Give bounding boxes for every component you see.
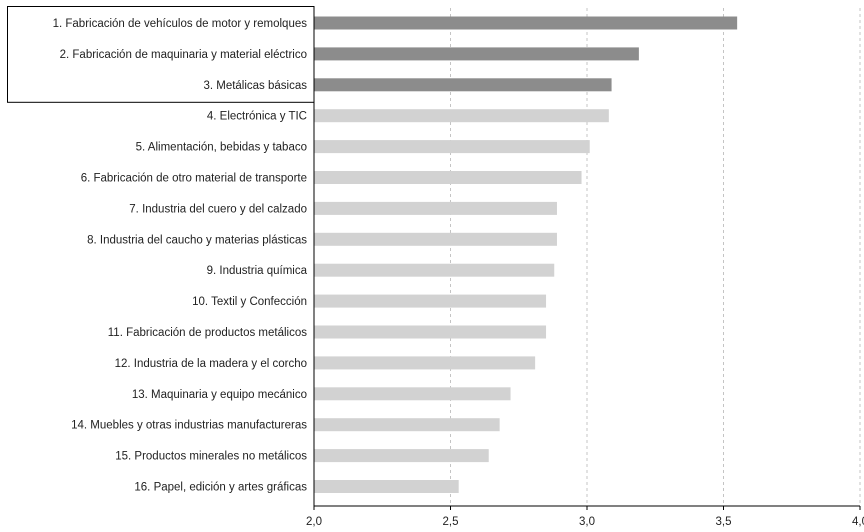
bar xyxy=(314,263,555,277)
category-label: 3. Metálicas básicas xyxy=(203,80,307,92)
category-label: 11. Fabricación de productos metálicos xyxy=(108,327,307,339)
category-label: 2. Fabricación de maquinaria y material … xyxy=(60,49,307,61)
category-label: 16. Papel, edición y artes gráficas xyxy=(134,482,307,494)
bar xyxy=(314,387,511,401)
category-label: 9. Industria química xyxy=(207,265,308,277)
bar xyxy=(314,109,609,123)
category-label: 5. Alimentación, bebidas y tabaco xyxy=(136,142,307,154)
bar xyxy=(314,232,557,246)
x-tick-label: 2,5 xyxy=(443,516,459,528)
category-label: 10. Textil y Confección xyxy=(192,296,307,308)
category-label: 8. Industria del caucho y materias plást… xyxy=(87,234,307,246)
category-label: 12. Industria de la madera y el corcho xyxy=(115,358,307,370)
bar xyxy=(314,418,500,432)
x-axis: 2,0 2,5 3,0 3,5 4,0 xyxy=(306,8,864,528)
bar xyxy=(314,356,536,370)
highlight-box xyxy=(7,6,315,103)
x-tick-label: 3,0 xyxy=(579,516,595,528)
bar xyxy=(314,47,639,61)
x-tick-label: 4,0 xyxy=(852,516,864,528)
bar xyxy=(314,16,738,30)
x-tick-label: 2,0 xyxy=(306,516,322,528)
bar xyxy=(314,294,547,308)
bar xyxy=(314,171,582,184)
category-labels: 1. Fabricación de vehículos de motor y r… xyxy=(53,18,308,494)
bar xyxy=(314,325,547,339)
bar xyxy=(314,78,612,92)
category-label: 14. Muebles y otras industrias manufactu… xyxy=(71,420,307,432)
category-label: 6. Fabricación de otro material de trans… xyxy=(81,173,307,185)
bar xyxy=(314,480,459,493)
category-label: 7. Industria del cuero y del calzado xyxy=(129,203,307,215)
category-label: 13. Maquinaria y equipo mecánico xyxy=(132,389,307,401)
category-label: 15. Productos minerales no metálicos xyxy=(115,451,307,463)
x-tick-label: 3,5 xyxy=(716,516,732,528)
bar xyxy=(314,140,590,154)
bars xyxy=(314,16,738,493)
category-label: 1. Fabricación de vehículos de motor y r… xyxy=(53,18,308,30)
category-label: 4. Electrónica y TIC xyxy=(207,111,307,123)
bar xyxy=(314,201,557,215)
bar xyxy=(314,449,489,463)
